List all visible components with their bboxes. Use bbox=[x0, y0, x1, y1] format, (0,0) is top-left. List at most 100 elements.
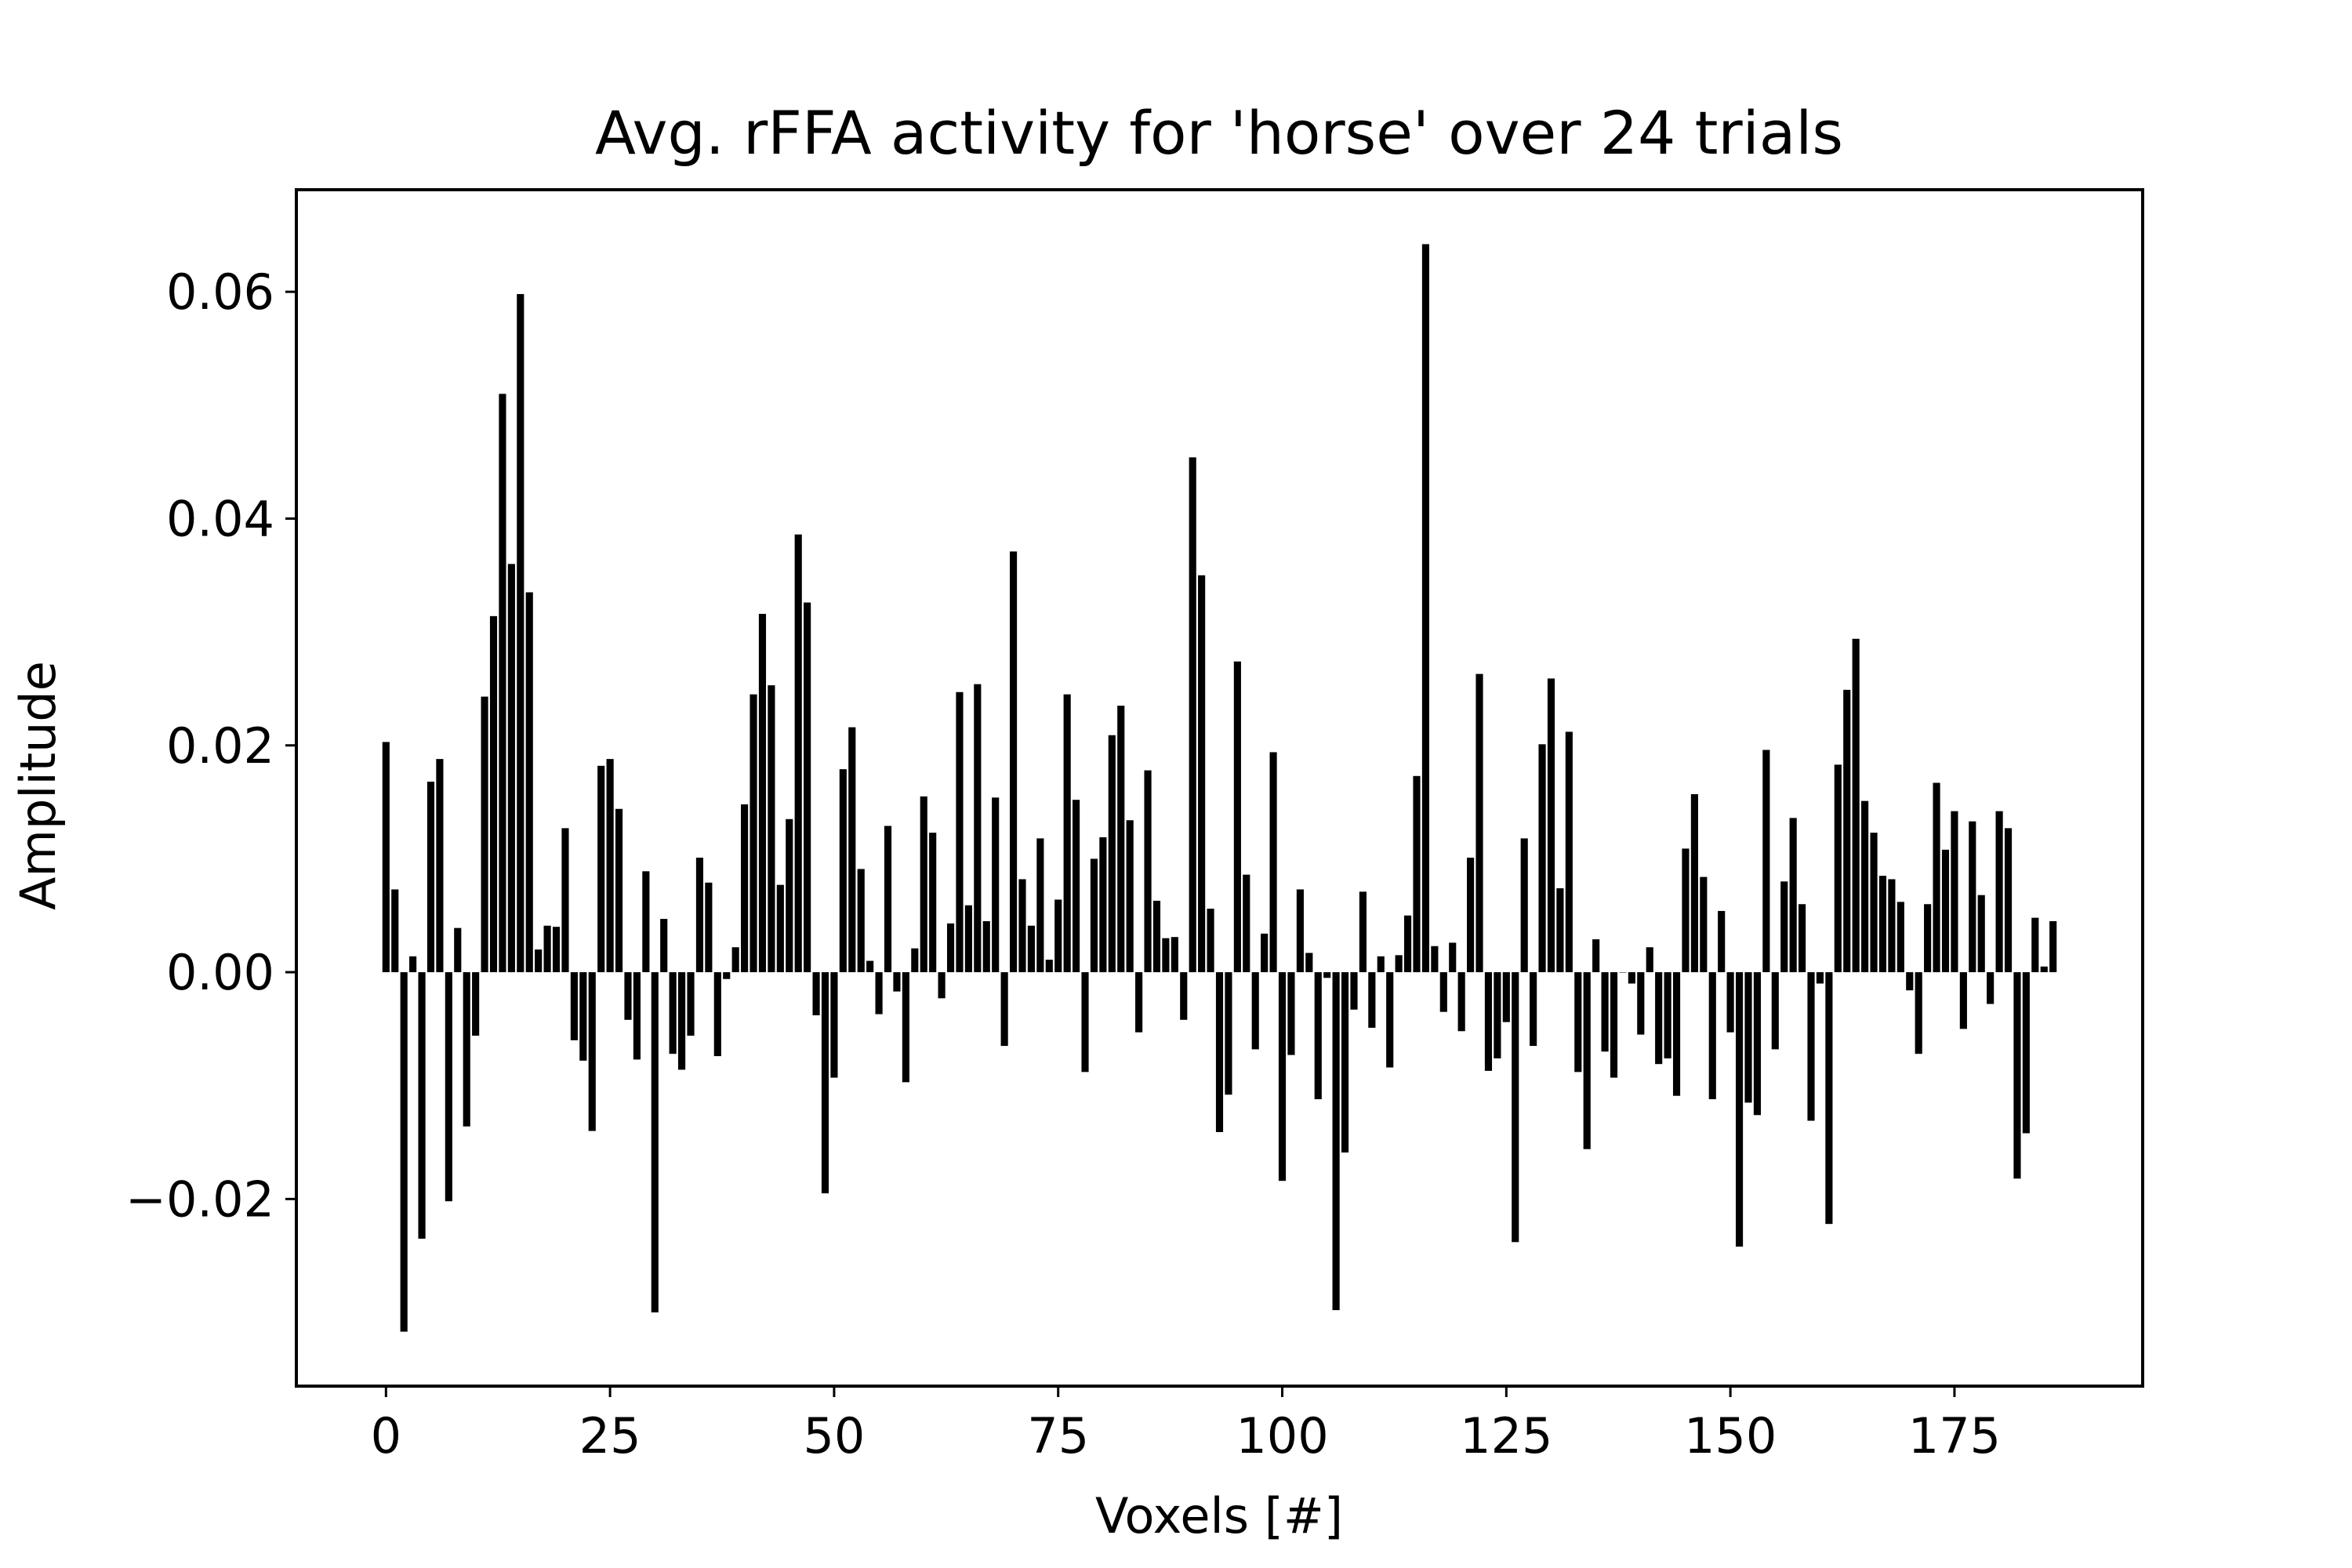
bar-voxel-132 bbox=[1565, 731, 1573, 973]
bar-voxel-78 bbox=[1081, 972, 1089, 1073]
bar-voxel-49 bbox=[821, 972, 829, 1194]
x-tick-label: 125 bbox=[1460, 1407, 1552, 1465]
bar-voxel-91 bbox=[1198, 575, 1206, 973]
x-tick-label: 50 bbox=[803, 1407, 865, 1465]
bar-voxel-124 bbox=[1494, 972, 1501, 1058]
bar-voxel-103 bbox=[1305, 953, 1313, 973]
bar-voxel-97 bbox=[1251, 972, 1259, 1050]
bar-voxel-126 bbox=[1512, 972, 1519, 1243]
bar-voxel-41 bbox=[750, 694, 757, 973]
bar-voxel-133 bbox=[1574, 972, 1582, 1073]
bar-voxel-2 bbox=[400, 972, 408, 1332]
bar-voxel-116 bbox=[1421, 244, 1430, 973]
bar-voxel-110 bbox=[1368, 972, 1376, 1028]
bar-voxel-135 bbox=[1592, 939, 1600, 973]
bar-voxel-5 bbox=[426, 782, 435, 973]
bar-voxel-23 bbox=[588, 972, 596, 1131]
bar-voxel-71 bbox=[1018, 879, 1026, 973]
bar-voxel-67 bbox=[982, 920, 990, 973]
bar-voxel-89 bbox=[1180, 972, 1188, 1020]
bar-voxel-40 bbox=[741, 804, 749, 973]
bar-voxel-12 bbox=[489, 615, 498, 973]
bar-voxel-186 bbox=[2049, 920, 2057, 973]
bar-voxel-65 bbox=[964, 905, 972, 973]
bar-voxel-76 bbox=[1063, 694, 1071, 973]
bar-voxel-37 bbox=[713, 972, 721, 1057]
bar-voxel-75 bbox=[1054, 899, 1062, 973]
bar-voxel-59 bbox=[911, 948, 919, 973]
bar-voxel-38 bbox=[723, 972, 731, 979]
bar-voxel-154 bbox=[1762, 750, 1770, 973]
bar-voxel-144 bbox=[1672, 972, 1681, 1096]
bar-voxel-147 bbox=[1700, 877, 1708, 973]
bar-voxel-13 bbox=[499, 394, 506, 973]
bar-voxel-58 bbox=[902, 972, 909, 1083]
bar-voxel-134 bbox=[1583, 972, 1591, 1149]
bar-voxel-69 bbox=[1000, 972, 1008, 1047]
bar-voxel-163 bbox=[1843, 689, 1851, 973]
bar-voxel-122 bbox=[1475, 673, 1483, 973]
bar-voxel-145 bbox=[1682, 848, 1690, 973]
bar-voxel-141 bbox=[1646, 947, 1653, 973]
bar-voxel-161 bbox=[1825, 972, 1833, 1225]
bar-voxel-167 bbox=[1878, 876, 1887, 973]
bar-voxel-173 bbox=[1933, 782, 1940, 973]
bar-voxel-128 bbox=[1530, 972, 1537, 1047]
bar-voxel-56 bbox=[884, 826, 892, 973]
bar-voxel-102 bbox=[1296, 889, 1304, 973]
bar-voxel-170 bbox=[1906, 972, 1914, 991]
bar-voxel-136 bbox=[1601, 972, 1609, 1052]
bar-voxel-32 bbox=[669, 972, 677, 1054]
y-tick-label: 0.00 bbox=[166, 944, 274, 1001]
bar-voxel-148 bbox=[1708, 972, 1716, 1100]
bar-voxel-96 bbox=[1243, 874, 1250, 973]
bar-voxel-26 bbox=[615, 808, 623, 973]
y-axis-ticks: −0.02 0.00 0.02 0.04 0.06 bbox=[125, 263, 296, 1228]
bar-voxel-182 bbox=[2013, 972, 2021, 1179]
bar-voxel-176 bbox=[1959, 972, 1967, 1029]
bar-voxel-73 bbox=[1036, 838, 1044, 973]
x-tick-label: 25 bbox=[579, 1407, 641, 1465]
bar-voxel-48 bbox=[812, 972, 820, 1016]
bar-voxel-60 bbox=[920, 796, 927, 973]
bar-voxel-120 bbox=[1457, 972, 1465, 1032]
bar-voxel-39 bbox=[731, 947, 739, 973]
bar-voxel-77 bbox=[1073, 800, 1080, 973]
bar-voxel-114 bbox=[1404, 915, 1412, 973]
bar-voxel-3 bbox=[409, 956, 417, 973]
y-tick-label: 0.06 bbox=[166, 263, 274, 321]
bar-voxel-185 bbox=[2040, 966, 2048, 973]
bar-voxel-153 bbox=[1753, 972, 1761, 1116]
bar-voxel-53 bbox=[857, 869, 865, 973]
bar-voxel-151 bbox=[1735, 972, 1744, 1247]
bar-voxel-180 bbox=[1995, 811, 2003, 973]
bar-voxel-55 bbox=[875, 972, 883, 1014]
bar-voxel-166 bbox=[1870, 833, 1878, 973]
bar-voxel-22 bbox=[579, 972, 587, 1061]
bar-voxel-86 bbox=[1152, 900, 1161, 973]
bar-voxel-172 bbox=[1924, 904, 1932, 973]
bar-voxel-112 bbox=[1386, 972, 1394, 1068]
bar-voxel-108 bbox=[1350, 972, 1358, 1010]
bar-voxel-29 bbox=[642, 871, 650, 973]
bar-voxel-164 bbox=[1852, 638, 1860, 973]
bar-voxel-105 bbox=[1323, 972, 1331, 978]
bar-voxel-4 bbox=[418, 972, 426, 1239]
bar-voxel-81 bbox=[1108, 735, 1116, 973]
bar-voxel-111 bbox=[1377, 956, 1385, 973]
bar-voxel-14 bbox=[507, 564, 515, 973]
bar-voxel-8 bbox=[454, 927, 462, 973]
bar-voxel-179 bbox=[1987, 972, 1994, 1004]
bar-voxel-17 bbox=[535, 949, 543, 973]
bar-voxel-117 bbox=[1431, 946, 1439, 973]
bar-voxel-181 bbox=[2004, 828, 2013, 973]
bar-voxel-162 bbox=[1834, 764, 1842, 973]
bar-voxel-142 bbox=[1655, 972, 1663, 1065]
bar-voxel-93 bbox=[1215, 972, 1224, 1132]
bar-voxel-36 bbox=[705, 882, 713, 973]
bar-voxel-9 bbox=[463, 972, 470, 1127]
bar-voxel-79 bbox=[1090, 858, 1098, 973]
bar-voxel-85 bbox=[1144, 770, 1152, 973]
